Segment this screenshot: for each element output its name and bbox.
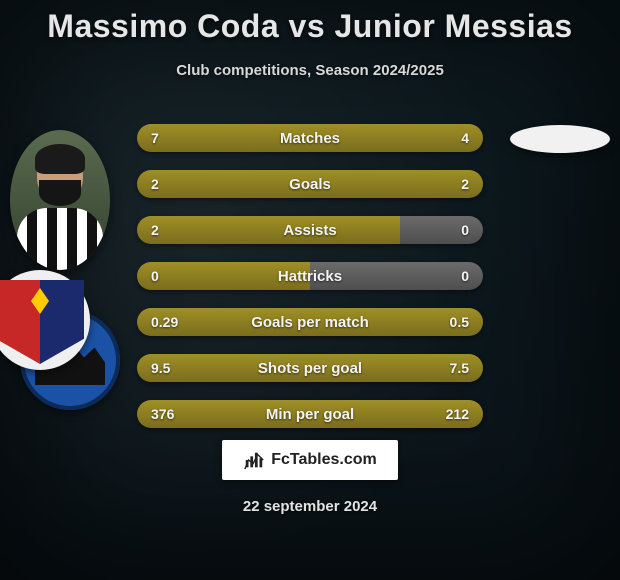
player1-name: Massimo Coda <box>47 8 279 44</box>
page-title: Massimo Coda vs Junior Messias <box>0 8 620 45</box>
stat-value-right: 212 <box>432 400 483 428</box>
stat-value-right: 0 <box>447 216 483 244</box>
stat-row: Shots per goal9.57.5 <box>137 354 483 382</box>
stat-row: Goals22 <box>137 170 483 198</box>
vs-text: vs <box>289 8 326 44</box>
stat-value-right: 2 <box>447 170 483 198</box>
branding-text: FcTables.com <box>271 451 377 469</box>
stat-row: Hattricks00 <box>137 262 483 290</box>
stat-value-right: 0.5 <box>436 308 483 336</box>
stat-value-left: 7 <box>137 124 173 152</box>
player2-photo-placeholder <box>510 125 610 153</box>
stat-value-left: 0.29 <box>137 308 192 336</box>
player2-name: Junior Messias <box>335 8 573 44</box>
stat-value-left: 2 <box>137 170 173 198</box>
stat-value-right: 4 <box>447 124 483 152</box>
stat-value-left: 0 <box>137 262 173 290</box>
player1-photo-placeholder <box>10 130 110 270</box>
stat-value-left: 376 <box>137 400 188 428</box>
stat-value-right: 7.5 <box>436 354 483 382</box>
chart-icon <box>243 449 265 471</box>
stat-value-right: 0 <box>447 262 483 290</box>
stat-value-left: 9.5 <box>137 354 184 382</box>
stats-container: Matches74Goals22Assists20Hattricks00Goal… <box>137 124 483 446</box>
player1-photo <box>10 130 110 270</box>
comparison-card: Massimo Coda vs Junior Messias Club comp… <box>0 0 620 580</box>
stat-row: Assists20 <box>137 216 483 244</box>
stat-row: Matches74 <box>137 124 483 152</box>
branding-badge: FcTables.com <box>222 440 398 480</box>
stat-value-left: 2 <box>137 216 173 244</box>
stat-bar-left <box>137 216 400 244</box>
stat-row: Goals per match0.290.5 <box>137 308 483 336</box>
date-text: 22 september 2024 <box>0 498 620 515</box>
subtitle: Club competitions, Season 2024/2025 <box>0 62 620 79</box>
stat-row: Min per goal376212 <box>137 400 483 428</box>
